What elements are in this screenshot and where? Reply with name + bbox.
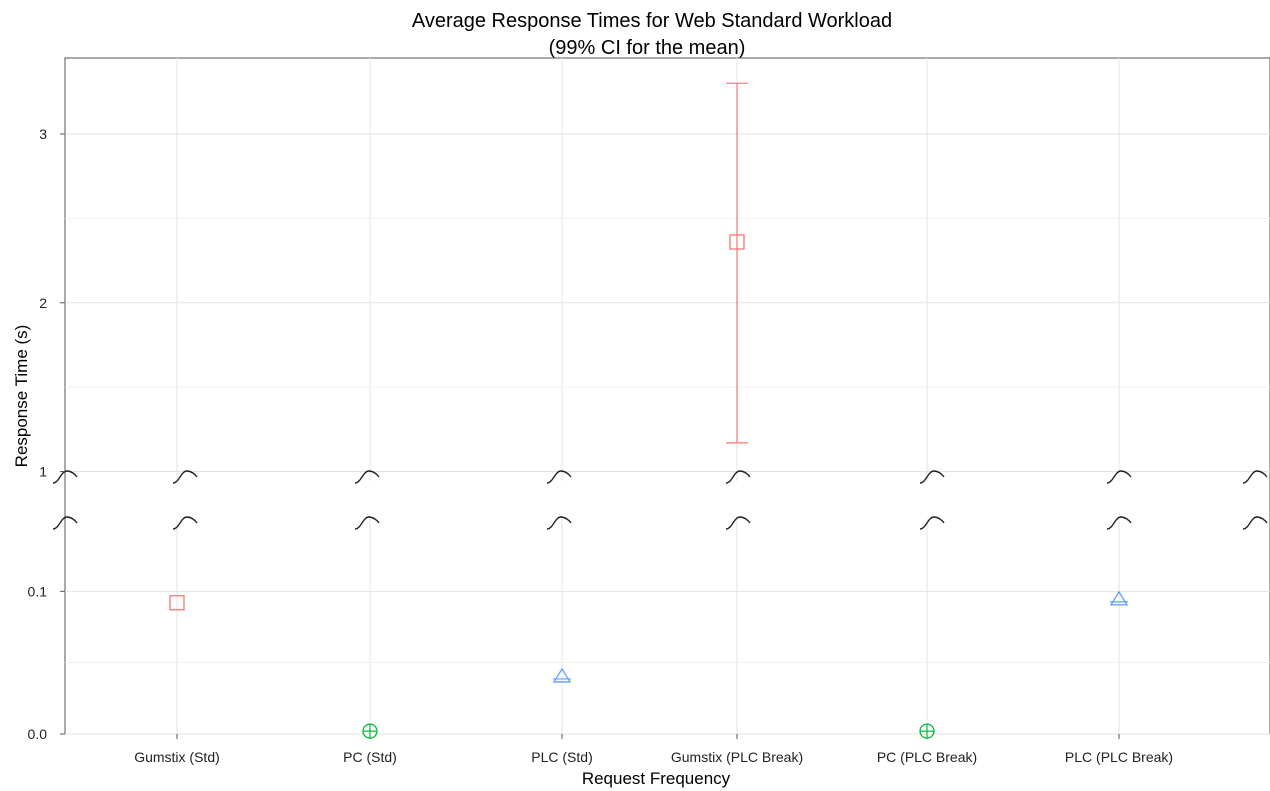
y-axis-label: Response Time (s) bbox=[12, 325, 31, 468]
axis-break-mark bbox=[172, 516, 198, 530]
axis-break-mark bbox=[919, 516, 945, 530]
x-tick-label: Gumstix (PLC Break) bbox=[671, 749, 803, 765]
x-tick-label: PLC (PLC Break) bbox=[1065, 749, 1173, 765]
axis-break-mark bbox=[172, 470, 198, 484]
x-tick-label: PLC (Std) bbox=[531, 749, 592, 765]
axis-break-gap bbox=[66, 481, 1269, 519]
axis-break-mark bbox=[919, 470, 945, 484]
y-tick-label: 0.0 bbox=[28, 726, 48, 742]
axis-break-mark bbox=[52, 516, 78, 530]
axis-break-mark bbox=[725, 516, 751, 530]
axis-break-mark bbox=[546, 470, 572, 484]
x-tick-label: PC (PLC Break) bbox=[877, 749, 977, 765]
chart-title: Average Response Times for Web Standard … bbox=[412, 10, 892, 32]
y-ticks: 0.0 0.1 1 2 3 bbox=[28, 126, 65, 742]
axis-break-mark bbox=[1242, 470, 1268, 484]
axis-break-mark bbox=[354, 516, 380, 530]
plot-border bbox=[64, 57, 1270, 735]
axis-break-mark bbox=[1106, 516, 1132, 530]
chart-subtitle: (99% CI for the mean) bbox=[549, 37, 746, 59]
axis-break-mark bbox=[52, 470, 78, 484]
y-tick-label: 0.1 bbox=[28, 583, 48, 599]
axis-break-mark bbox=[1106, 470, 1132, 484]
data-point-triangle bbox=[552, 667, 572, 683]
x-axis-label: Request Frequency bbox=[582, 769, 731, 788]
axis-breaks bbox=[52, 470, 1269, 530]
y-tick-label: 3 bbox=[39, 126, 47, 142]
axis-break-mark bbox=[546, 516, 572, 530]
axis-break-mark bbox=[1242, 516, 1268, 530]
x-tick-label: Gumstix (Std) bbox=[134, 749, 220, 765]
y-tick-label: 2 bbox=[39, 295, 47, 311]
x-tick-label: PC (Std) bbox=[343, 749, 397, 765]
data-points bbox=[169, 82, 1129, 739]
y-tick-label: 1 bbox=[39, 464, 47, 480]
data-point-square bbox=[169, 595, 185, 611]
data-point-triangle bbox=[1109, 590, 1129, 606]
grid bbox=[65, 58, 1270, 735]
data-point-square bbox=[729, 234, 745, 250]
axis-break-mark bbox=[725, 470, 751, 484]
axis-break-mark bbox=[354, 470, 380, 484]
x-ticks: Gumstix (Std) PC (Std) PLC (Std) Gumstix (P… bbox=[134, 734, 1173, 765]
